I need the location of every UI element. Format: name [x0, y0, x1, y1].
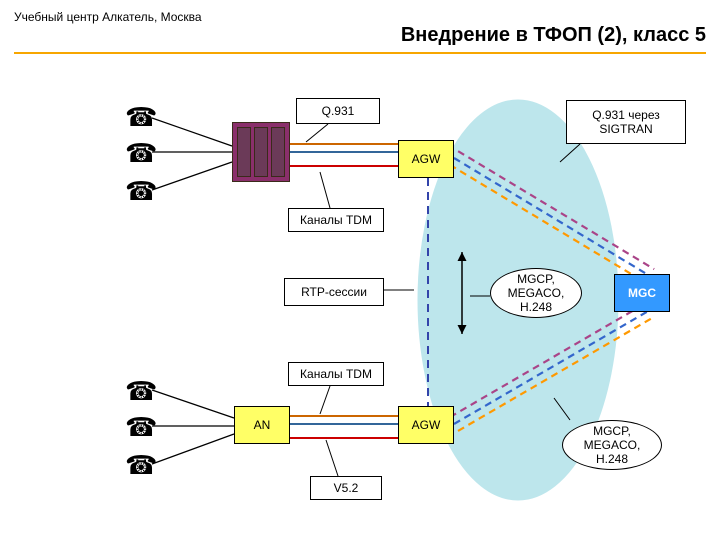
callout-v52: V5.2	[310, 476, 382, 500]
org-label: Учебный центр Алкатель, Москва	[14, 10, 202, 24]
callout-mgcp1: MGCP, MEGACO, H.248	[490, 268, 582, 318]
phone-icon: ☎	[125, 138, 157, 169]
phone-icon: ☎	[125, 102, 157, 133]
callout-q931sig: Q.931 через SIGTRAN	[566, 100, 686, 144]
agw-2-label: AGW	[412, 418, 441, 432]
an-node: AN	[234, 406, 290, 444]
title-divider	[14, 52, 706, 54]
mgc-node: MGC	[614, 274, 670, 312]
agw-1-label: AGW	[412, 152, 441, 166]
page-title: Внедрение в ТФОП (2), класс 5	[401, 24, 706, 47]
phone-icon: ☎	[125, 376, 157, 407]
phone-icon: ☎	[125, 450, 157, 481]
agw-2-node: AGW	[398, 406, 454, 444]
callout-tdm1: Каналы TDM	[288, 208, 384, 232]
callout-q931: Q.931	[296, 98, 380, 124]
an-label: AN	[254, 418, 271, 432]
callout-tdm2: Каналы TDM	[288, 362, 384, 386]
phone-icon: ☎	[125, 176, 157, 207]
pbx-node	[232, 122, 290, 182]
mgc-label: MGC	[628, 286, 656, 300]
phone-icon: ☎	[125, 412, 157, 443]
callout-rtp: RTP-сессии	[284, 278, 384, 306]
diagram-root: Учебный центр Алкатель, Москва Внедрение…	[0, 0, 720, 540]
agw-1-node: AGW	[398, 140, 454, 178]
callout-mgcp2: MGCP, MEGACO, H.248	[562, 420, 662, 470]
